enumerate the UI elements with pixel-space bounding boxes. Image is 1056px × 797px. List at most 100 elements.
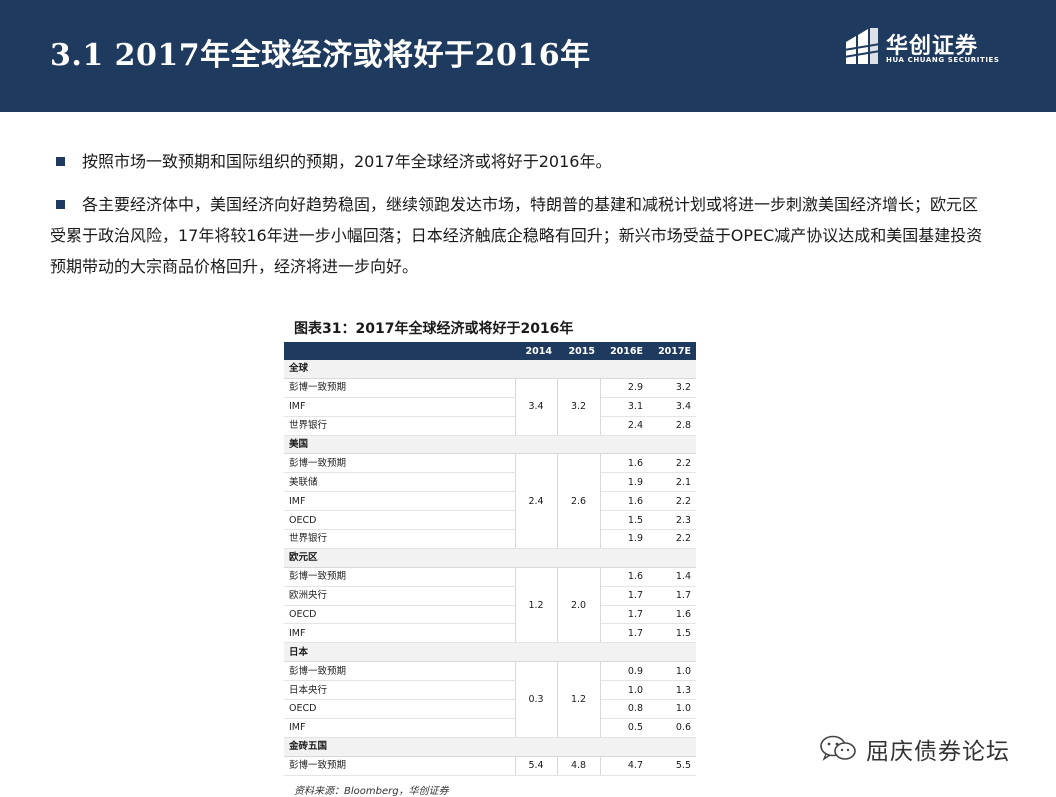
row-label: 欧洲央行 — [284, 586, 515, 606]
cell-2017e: 1.0 — [648, 699, 696, 719]
cell-2017e: 2.2 — [648, 453, 696, 474]
bullet-text: 按照市场一致预期和国际组织的预期，2017年全球经济或将好于2016年。 — [82, 152, 612, 171]
row-label: OECD — [284, 605, 515, 625]
cell-2016e: 1.9 — [600, 472, 648, 493]
table-row: 彭博一致预期 2.4 2.6 1.6 2.2 — [284, 453, 696, 549]
group-label: 金砖五国 — [284, 737, 696, 757]
cell-2017e: 2.1 — [648, 472, 696, 493]
cell-2016e: 1.6 — [600, 567, 648, 587]
table-row: 美联储 1.9 2.1 — [284, 472, 696, 493]
bullet-square-icon — [56, 200, 65, 209]
wechat-icon — [820, 735, 856, 761]
cell-2014: 2.4 — [514, 453, 558, 549]
cell-2014: 0.3 — [514, 661, 558, 738]
row-label: 彭博一致预期 — [284, 378, 515, 398]
table-row: 世界银行 2.4 2.8 — [284, 416, 696, 436]
logo-mark-icon — [844, 28, 880, 64]
row-label: 彭博一致预期 — [284, 661, 515, 682]
row-label: OECD — [284, 699, 515, 719]
cell-2016e: 1.9 — [600, 529, 648, 549]
bullet-list: 按照市场一致预期和国际组织的预期，2017年全球经济或将好于2016年。 各主要… — [50, 146, 990, 294]
table-row: IMF 1.7 1.5 — [284, 623, 696, 644]
table-row: 彭博一致预期 3.4 3.2 2.9 3.2 — [284, 378, 696, 436]
cell-2016e: 1.6 — [600, 453, 648, 474]
watermark-text: 屈庆债券论坛 — [866, 739, 1010, 765]
cell-2016e: 2.9 — [600, 378, 648, 398]
column-header: 2017E — [648, 342, 696, 360]
row-label: 彭博一致预期 — [284, 453, 515, 474]
table-row: 彭博一致预期 5.4 4.8 4.7 5.5 — [284, 756, 696, 776]
cell-2016e: 1.7 — [600, 586, 648, 606]
cell-2014: 3.4 — [514, 378, 558, 436]
row-label: IMF — [284, 623, 515, 644]
cell-2017e: 1.6 — [648, 605, 696, 625]
cell-2014: 1.2 — [514, 567, 558, 644]
cell-2016e: 4.7 — [600, 756, 648, 776]
table-row: IMF 0.5 0.6 — [284, 718, 696, 738]
table-row: IMF 1.6 2.2 — [284, 491, 696, 512]
cell-2015: 1.2 — [556, 661, 601, 738]
row-label: IMF — [284, 397, 515, 417]
cell-2017e: 2.2 — [648, 491, 696, 512]
column-header: 2015 — [557, 342, 600, 360]
cell-2015: 3.2 — [556, 378, 601, 436]
cell-2017e: 1.3 — [648, 680, 696, 701]
column-header — [284, 342, 515, 360]
data-figure: 图表31：2017年全球经济或将好于2016年 2014 2015 2016E … — [284, 318, 696, 797]
cell-2016e: 3.1 — [600, 397, 648, 417]
figure-caption: 图表31：2017年全球经济或将好于2016年 — [294, 321, 574, 337]
company-logo: 华创证券 HUA CHUANG SECURITIES — [842, 26, 1012, 70]
cell-2017e: 1.0 — [648, 661, 696, 682]
table-group-row: 全球 — [284, 360, 696, 379]
logo-english-name: HUA CHUANG SECURITIES — [886, 56, 1000, 64]
group-label: 日本 — [284, 642, 696, 663]
figure-source: 资料来源：Bloomberg，华创证券 — [294, 785, 449, 797]
cell-2015: 2.0 — [556, 567, 601, 644]
cell-2016e: 0.8 — [600, 699, 648, 719]
cell-2017e: 5.5 — [648, 756, 696, 776]
cell-2016e: 1.7 — [600, 623, 648, 644]
cell-2017e: 2.8 — [648, 416, 696, 436]
cell-2017e: 3.2 — [648, 378, 696, 398]
column-header: 2014 — [515, 342, 557, 360]
row-label: OECD — [284, 510, 515, 531]
table-row: 彭博一致预期 1.2 2.0 1.6 1.4 — [284, 567, 696, 644]
bullet-item: 各主要经济体中，美国经济向好趋势稳固，继续领跑发达市场，特朗普的基建和减税计划或… — [50, 189, 990, 282]
cell-2014: 5.4 — [514, 756, 558, 776]
row-label: IMF — [284, 718, 515, 738]
cell-2017e: 2.2 — [648, 529, 696, 549]
row-label: 世界银行 — [284, 416, 515, 436]
group-label: 美国 — [284, 435, 696, 455]
bullet-item: 按照市场一致预期和国际组织的预期，2017年全球经济或将好于2016年。 — [50, 146, 990, 177]
table-row: 世界银行 1.9 2.2 — [284, 529, 696, 549]
table-row: OECD 0.8 1.0 — [284, 699, 696, 719]
cell-2017e: 2.3 — [648, 510, 696, 531]
row-label: 世界银行 — [284, 529, 515, 549]
row-label: IMF — [284, 491, 515, 512]
row-label: 美联储 — [284, 472, 515, 493]
cell-2016e: 1.5 — [600, 510, 648, 531]
cell-2017e: 1.4 — [648, 567, 696, 587]
gdp-forecast-table: 2014 2015 2016E 2017E 全球 彭博一致预期 3.4 3.2 2.9 3… — [284, 342, 696, 776]
table-group-row: 金砖五国 — [284, 737, 696, 757]
cell-2016e: 1.7 — [600, 605, 648, 625]
table-group-row: 日本 — [284, 642, 696, 663]
cell-2016e: 1.6 — [600, 491, 648, 512]
wechat-watermark: 屈庆债券论坛 — [818, 730, 1038, 766]
slide-title: 3.1 2017年全球经济或将好于2016年 — [50, 38, 591, 73]
cell-2015: 4.8 — [556, 756, 601, 776]
group-label: 全球 — [284, 360, 696, 379]
table-row: 欧洲央行 1.7 1.7 — [284, 586, 696, 606]
cell-2016e: 1.0 — [600, 680, 648, 701]
row-label: 彭博一致预期 — [284, 756, 515, 776]
cell-2015: 2.6 — [556, 453, 601, 549]
bullet-text: 各主要经济体中，美国经济向好趋势稳固，继续领跑发达市场，特朗普的基建和减税计划或… — [50, 195, 983, 276]
cell-2017e: 1.5 — [648, 623, 696, 644]
cell-2017e: 1.7 — [648, 586, 696, 606]
cell-2017e: 3.4 — [648, 397, 696, 417]
table-row: OECD 1.5 2.3 — [284, 510, 696, 531]
bullet-square-icon — [56, 157, 65, 166]
cell-2016e: 0.9 — [600, 661, 648, 682]
row-label: 日本央行 — [284, 680, 515, 701]
table-row: IMF 3.1 3.4 — [284, 397, 696, 417]
